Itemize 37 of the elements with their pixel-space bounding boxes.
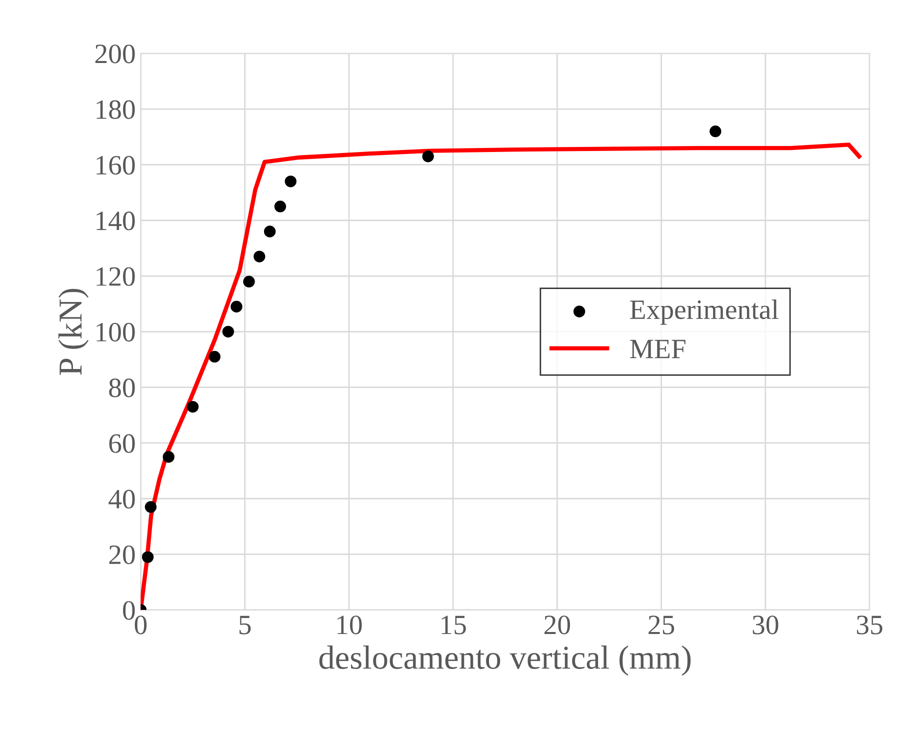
point bbox=[254, 250, 266, 262]
y-tick-label: 40 bbox=[108, 490, 135, 509]
x-tick-label: 5 bbox=[240, 616, 251, 634]
point bbox=[274, 200, 286, 212]
point bbox=[186, 400, 199, 413]
point bbox=[144, 501, 157, 513]
point bbox=[222, 326, 234, 338]
y-tick-label: 0 bbox=[123, 601, 135, 620]
point bbox=[422, 150, 434, 162]
y-tick-label: 80 bbox=[109, 378, 135, 398]
point bbox=[162, 451, 174, 463]
legend-label: Experimental bbox=[630, 300, 778, 325]
y-tick-label: 160 bbox=[96, 156, 135, 175]
y-tick-label: 120 bbox=[96, 267, 135, 286]
y-tick-label: 200 bbox=[95, 44, 135, 64]
x-tick-label: 30 bbox=[752, 616, 778, 634]
x-tick-label: 10 bbox=[338, 616, 362, 634]
y-axis-title: P (kN) bbox=[58, 288, 89, 375]
point bbox=[284, 176, 296, 188]
point bbox=[142, 551, 154, 563]
y-tick-label: 140 bbox=[96, 212, 135, 230]
point bbox=[230, 300, 242, 312]
point bbox=[264, 226, 276, 238]
point bbox=[710, 125, 722, 138]
x-tick-label: 35 bbox=[856, 616, 882, 634]
y-tick-label: 60 bbox=[109, 434, 135, 453]
y-tick-label: 180 bbox=[96, 100, 135, 119]
x-axis-title: deslocamento vertical (mm) bbox=[319, 646, 691, 676]
y-tick-label: 100 bbox=[96, 322, 135, 342]
x-tick-label: 0 bbox=[134, 616, 147, 634]
legend-label: MEF bbox=[630, 340, 686, 358]
x-tick-label: 25 bbox=[648, 616, 674, 634]
x-tick-label: 20 bbox=[544, 616, 570, 634]
point bbox=[243, 276, 255, 288]
y-tick-label: 20 bbox=[109, 545, 135, 564]
point bbox=[208, 350, 220, 363]
x-tick-label: 15 bbox=[442, 616, 466, 634]
